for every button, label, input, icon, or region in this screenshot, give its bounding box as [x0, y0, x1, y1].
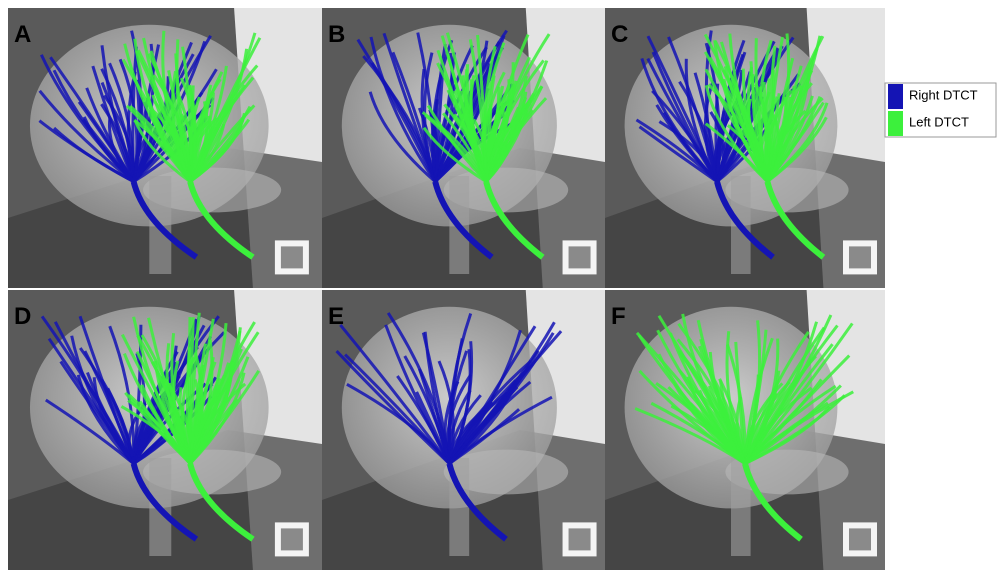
orientation-cube	[843, 522, 877, 556]
panel-content	[605, 8, 885, 288]
panel-label: F	[611, 303, 626, 330]
cube	[849, 528, 871, 550]
panel: A	[8, 8, 322, 288]
cube	[569, 528, 591, 550]
cube	[849, 246, 871, 268]
panel-label: E	[328, 303, 344, 330]
orientation-cube	[275, 522, 309, 556]
panel-label: D	[14, 303, 31, 330]
legend-label: Right DTCT	[909, 87, 978, 102]
orientation-cube	[563, 240, 597, 274]
panel: D	[8, 290, 322, 570]
legend-label: Left DTCT	[909, 114, 969, 129]
figure: A B C D E F Right DTCT Left DTCT	[0, 0, 997, 574]
cube	[281, 246, 303, 268]
legend: Right DTCT Left DTCT	[885, 83, 996, 137]
panel-content	[322, 290, 605, 570]
panel-content	[8, 290, 322, 570]
panel: F	[605, 290, 885, 570]
panels: A B C D E F	[8, 8, 885, 570]
legend-swatch	[888, 84, 903, 109]
cube	[281, 528, 303, 550]
panel: E	[322, 290, 605, 570]
fiber	[189, 317, 190, 464]
panel: B	[322, 8, 605, 288]
orientation-cube	[275, 240, 309, 274]
panel-label: B	[328, 21, 345, 48]
legend-swatch	[888, 111, 903, 136]
panel-content	[322, 8, 605, 288]
orientation-cube	[843, 240, 877, 274]
cube	[569, 246, 591, 268]
panel-content	[8, 8, 322, 288]
panel-label: C	[611, 21, 628, 48]
panel-content	[605, 290, 885, 570]
orientation-cube	[563, 522, 597, 556]
panel: C	[605, 8, 885, 288]
panel-label: A	[14, 21, 31, 48]
